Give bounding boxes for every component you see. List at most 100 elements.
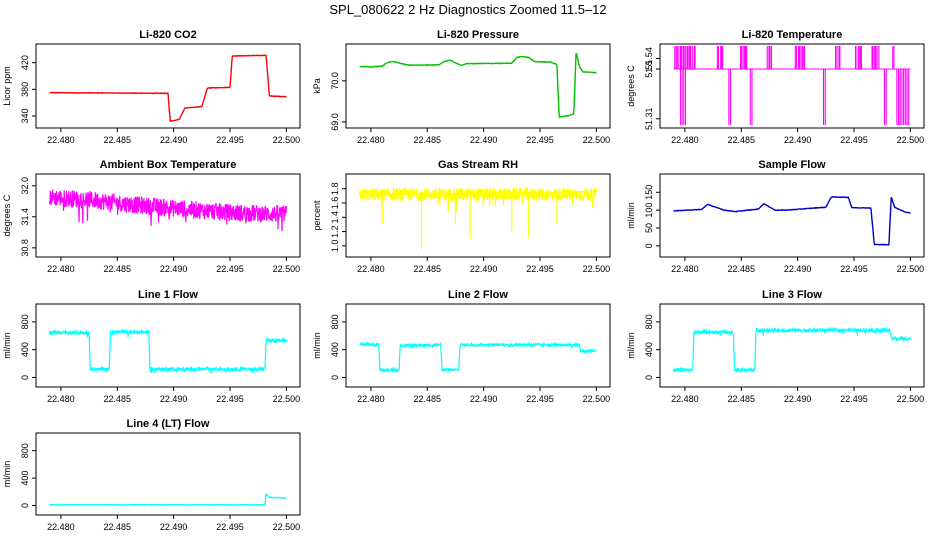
x-tick-label: 22.480 <box>47 394 75 404</box>
x-tick-label: 22.480 <box>671 135 699 145</box>
data-series <box>673 46 911 125</box>
x-tick-label: 22.485 <box>414 264 442 274</box>
chart-panel: Line 3 Flow ml/min 22.480 22.485 22.490 22.49… <box>626 289 925 404</box>
plot-frame <box>345 173 611 258</box>
y-axis-label: ml/min <box>2 461 12 488</box>
x-tick-label: 22.495 <box>840 264 868 274</box>
chart-title: Li-820 CO2 <box>139 29 196 41</box>
plot-frame <box>35 303 301 388</box>
y-tick-label: 400 <box>20 342 30 357</box>
x-tick-label: 22.485 <box>728 264 756 274</box>
plot-frame <box>35 43 301 129</box>
y-tick-label: 380 <box>20 82 30 97</box>
x-tick-label: 22.490 <box>160 135 188 145</box>
y-tick-label: 30.8 <box>20 239 30 257</box>
x-tick-label: 22.480 <box>357 135 385 145</box>
x-tick-label: 22.500 <box>583 264 611 274</box>
y-tick-label: 1.6 <box>330 197 340 210</box>
chart-title: Line 2 Flow <box>448 289 508 301</box>
x-tick-label: 22.485 <box>728 394 756 404</box>
y-axis-label: ml/min <box>2 332 12 359</box>
x-tick-label: 22.485 <box>414 135 442 145</box>
y-tick-label: 0 <box>644 375 654 380</box>
x-tick-label: 22.480 <box>357 394 385 404</box>
data-series-line <box>49 54 287 123</box>
x-tick-label: 22.490 <box>470 264 498 274</box>
x-tick-label: 22.495 <box>216 135 244 145</box>
chart-title: Line 3 Flow <box>762 289 822 301</box>
x-tick-label: 22.485 <box>104 522 132 532</box>
y-tick-label: 100 <box>644 203 654 218</box>
y-tick-label: 51.54 <box>644 47 654 70</box>
chart-title: Line 4 (LT) Flow <box>127 418 210 430</box>
x-tick-label: 22.490 <box>784 394 812 404</box>
x-tick-label: 22.490 <box>470 394 498 404</box>
y-axis-label: degrees C <box>2 194 12 236</box>
y-tick-label: 50 <box>644 223 654 233</box>
data-series-line <box>359 52 597 118</box>
y-tick-label: 150 <box>644 185 654 200</box>
x-tick-label: 22.500 <box>273 394 301 404</box>
chart-title: Li-820 Temperature <box>742 29 843 41</box>
x-tick-label: 22.490 <box>160 522 188 532</box>
y-axis-label: ml/min <box>312 332 322 359</box>
x-tick-label: 22.485 <box>104 264 132 274</box>
y-tick-label: 0 <box>20 503 30 508</box>
y-tick-label: 1.8 <box>330 182 340 195</box>
x-tick-label: 22.480 <box>357 264 385 274</box>
x-tick-label: 22.490 <box>784 264 812 274</box>
y-tick-label: 0 <box>330 375 340 380</box>
x-tick-label: 22.500 <box>583 135 611 145</box>
x-tick-label: 22.495 <box>216 264 244 274</box>
y-tick-label: 400 <box>644 342 654 357</box>
x-tick-label: 22.485 <box>728 135 756 145</box>
chart-panel: Li-820 Pressure kPa 22.480 22.485 22.490 22.4… <box>312 29 611 145</box>
y-tick-label: 400 <box>330 342 340 357</box>
chart-panel: Line 2 Flow ml/min 22.480 22.485 22.490 22.49… <box>312 289 611 404</box>
x-tick-label: 22.495 <box>216 522 244 532</box>
x-tick-label: 22.500 <box>273 135 301 145</box>
x-tick-label: 22.495 <box>840 135 868 145</box>
y-tick-label: 0 <box>20 375 30 380</box>
chart-title: Ambient Box Temperature <box>100 159 237 171</box>
data-series-line <box>49 328 287 375</box>
y-axis-label: Licor ppm <box>2 66 12 106</box>
y-tick-label: 420 <box>20 55 30 70</box>
plot-frame <box>35 432 301 516</box>
x-tick-label: 22.495 <box>216 394 244 404</box>
x-tick-label: 22.495 <box>840 394 868 404</box>
chart-title: Gas Stream RH <box>438 159 518 171</box>
data-series-line <box>359 185 598 250</box>
y-tick-label: 800 <box>20 443 30 458</box>
x-tick-label: 22.500 <box>273 522 301 532</box>
y-axis-label: percent <box>312 200 322 231</box>
chart-panel: Line 4 (LT) Flow ml/min 22.480 22.485 22.490… <box>2 418 301 532</box>
y-axis-label: ml/min <box>626 202 636 229</box>
x-tick-label: 22.500 <box>897 264 925 274</box>
x-tick-label: 22.490 <box>160 394 188 404</box>
y-tick-label: 31.4 <box>20 208 30 226</box>
chart-panel: Gas Stream RH percent 22.480 22.485 22.490 22… <box>312 159 611 274</box>
y-tick-label: 32.0 <box>20 177 30 195</box>
x-tick-label: 22.480 <box>671 264 699 274</box>
plot-frame <box>345 303 611 388</box>
chart-panel: Li-820 CO2 Licor ppm 22.480 22.485 22.490 22.… <box>2 29 301 145</box>
chart-panel: Li-820 Temperature degrees C 22.480 22.485 2… <box>626 29 925 145</box>
y-tick-label: 1.2 <box>330 225 340 238</box>
x-tick-label: 22.500 <box>897 394 925 404</box>
y-tick-label: 340 <box>20 108 30 123</box>
chart-panel: Ambient Box Temperature degrees C 22.480 22… <box>2 159 301 274</box>
plot-frame <box>35 173 301 258</box>
x-tick-label: 22.490 <box>784 135 812 145</box>
plot-frame <box>659 43 925 129</box>
data-series-line <box>673 196 911 246</box>
x-tick-label: 22.490 <box>470 135 498 145</box>
y-axis-label: degrees C <box>626 65 636 107</box>
y-tick-label: 1.0 <box>330 240 340 253</box>
y-axis-label: kPa <box>312 78 322 94</box>
y-tick-label: 51.31 <box>644 107 654 130</box>
x-tick-label: 22.500 <box>273 264 301 274</box>
y-tick-label: 70.0 <box>330 72 340 90</box>
plot-frame <box>659 173 925 258</box>
x-tick-label: 22.485 <box>104 394 132 404</box>
